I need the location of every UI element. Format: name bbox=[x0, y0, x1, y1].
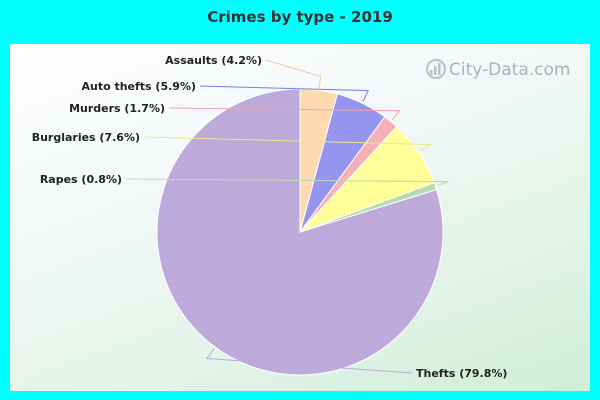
leader-line bbox=[199, 85, 369, 102]
leader-line bbox=[125, 178, 449, 186]
watermark-logo-icon bbox=[426, 59, 446, 79]
leader-line bbox=[143, 136, 432, 152]
watermark-text: City-Data.com bbox=[449, 60, 570, 80]
slice-label: Assaults (4.2%) bbox=[165, 54, 262, 67]
slice-label: Auto thefts (5.9%) bbox=[81, 80, 196, 93]
slice-label: Burglaries (7.6%) bbox=[32, 131, 140, 144]
slice-label: Murders (1.7%) bbox=[69, 102, 165, 115]
chart-title: Crimes by type - 2019 bbox=[207, 8, 393, 26]
watermark: City-Data.com bbox=[426, 59, 570, 80]
leader-line bbox=[265, 59, 322, 89]
leader-line bbox=[205, 348, 413, 374]
leader-line bbox=[168, 107, 401, 121]
slice-label: Thefts (79.8%) bbox=[416, 367, 507, 380]
slice-label: Rapes (0.8%) bbox=[40, 173, 122, 186]
